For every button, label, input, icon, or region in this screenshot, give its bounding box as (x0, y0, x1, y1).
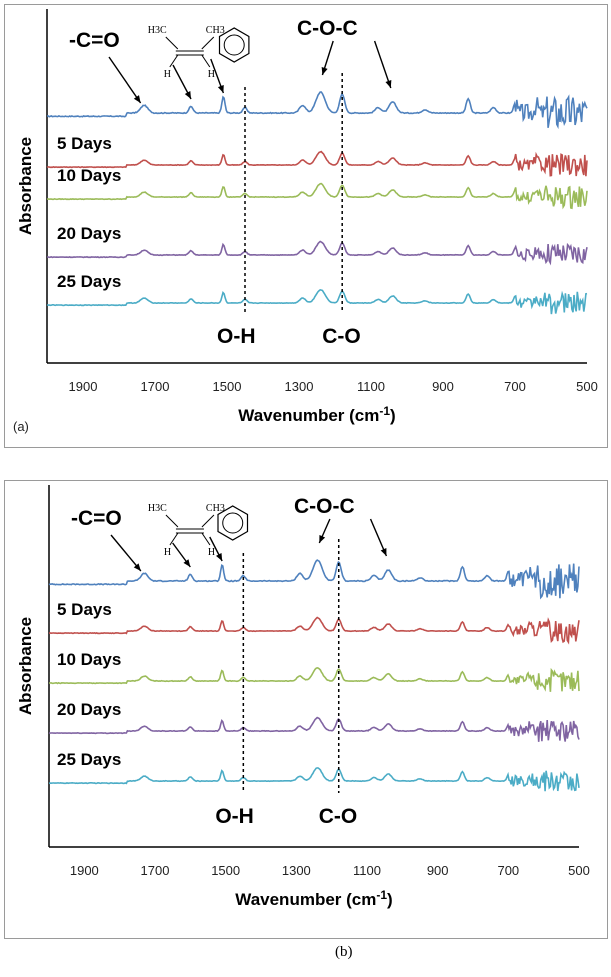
series-line (46, 91, 588, 130)
panel-caption-a: (a) (13, 419, 29, 434)
chart-b-svg: 1900 1700 1500 1300 1100 900 700 500 Absorbance W… (16, 485, 590, 909)
panel-caption-b: (b) (335, 944, 353, 960)
x-tick-label: 1500 (213, 379, 242, 394)
x-tick-label: 1900 (70, 863, 99, 878)
series-line (48, 559, 580, 600)
molecule-h-label: H (208, 547, 215, 558)
carbonyl-arrow (108, 56, 142, 104)
molecule-bond (201, 514, 215, 528)
coc-arrow-2 (373, 40, 392, 89)
molecule-ch3-label: CH3 (206, 503, 225, 514)
molecule-ch3-label: CH3 (206, 25, 225, 36)
chart-a-svg: 1900 1700 1500 1300 1100 900 700 500 Absorbance W… (13, 9, 598, 434)
carbonyl-arrow-head (133, 563, 141, 571)
coc-arrow-1-head (319, 535, 326, 543)
series-label: 10 Days (57, 166, 121, 185)
molecule-bond (165, 36, 179, 50)
benzene-ring-icon (218, 27, 250, 63)
alkene-arrow-head (183, 559, 191, 567)
molecule-h3c-label: H3C (148, 503, 167, 514)
coc-arrow-2-head (385, 80, 392, 88)
molecule-bond (169, 54, 179, 68)
carbonyl-arrow (110, 534, 142, 572)
x-tick-label: 500 (576, 379, 598, 394)
series-label: 20 Days (57, 224, 121, 243)
series-line (46, 289, 588, 315)
x-axis-label-main: Wavenumber (cm (235, 890, 376, 909)
x-axis-label-end: ) (390, 406, 396, 425)
molecule-bond (201, 36, 215, 50)
x-tick-label: 1900 (69, 379, 98, 394)
series-label: 5 Days (57, 600, 112, 619)
x-tick-label: 700 (497, 863, 519, 878)
ether-label: C-O-C (294, 495, 355, 518)
carbonyl-label: -C=O (69, 29, 120, 52)
alkene-arrow-head (184, 91, 191, 99)
molecule-bond (165, 514, 179, 528)
x-tick-label: 500 (568, 863, 590, 878)
series-line (48, 716, 580, 742)
molecule-bond (201, 54, 211, 68)
x-axis-label-sup: -1 (376, 888, 387, 902)
x-axis-label-sup: -1 (379, 404, 390, 418)
series-label: 25 Days (57, 750, 121, 769)
x-tick-label: 700 (504, 379, 526, 394)
oh-label: O-H (217, 325, 256, 348)
molecule-h-label: H (164, 547, 171, 558)
x-axis-label: Wavenumber (cm-1) (238, 404, 395, 425)
series-line (48, 616, 580, 645)
x-tick-label: 1700 (141, 379, 170, 394)
chart-panel-b: 1900 1700 1500 1300 1100 900 700 500 Absorbance W… (4, 480, 608, 939)
series-line (46, 150, 588, 177)
coc-arrow-1-head (321, 67, 328, 75)
chart-panel-a: 1900 1700 1500 1300 1100 900 700 500 Absorbance W… (4, 4, 608, 448)
x-tick-label: 900 (427, 863, 449, 878)
molecule-h3c-label: H3C (148, 25, 167, 36)
x-tick-label: 900 (432, 379, 454, 394)
molecule-bond (169, 532, 179, 546)
y-axis-label: Absorbance (16, 617, 35, 715)
x-axis-label-main: Wavenumber (cm (238, 406, 379, 425)
x-tick-label: 1500 (211, 863, 240, 878)
x-axis-label-end: ) (387, 890, 393, 909)
series-line (47, 240, 588, 266)
series-label: 25 Days (57, 272, 121, 291)
ether-label: C-O-C (297, 17, 358, 40)
x-tick-label: 1100 (353, 863, 381, 878)
x-tick-label: 1300 (282, 863, 311, 878)
series-line (49, 666, 580, 692)
co-label: C-O (322, 325, 361, 348)
benzene-ring-inner (222, 512, 244, 534)
carbonyl-label: -C=O (71, 507, 122, 530)
y-axis-label: Absorbance (16, 137, 35, 235)
aromatic-arrow-head (217, 85, 224, 93)
benzene-ring-inner (223, 34, 245, 56)
co-label: C-O (319, 805, 358, 828)
x-tick-label: 1300 (285, 379, 314, 394)
molecule-h-label: H (164, 69, 171, 80)
series-label: 5 Days (57, 134, 112, 153)
series-line (46, 182, 588, 210)
carbonyl-arrow-head (133, 95, 141, 103)
molecule-h-label: H (208, 69, 215, 80)
x-axis-label: Wavenumber (cm-1) (235, 888, 392, 909)
benzene-ring-icon (217, 505, 249, 541)
x-tick-label: 1100 (357, 379, 385, 394)
series-label: 20 Days (57, 700, 121, 719)
oh-label: O-H (215, 805, 254, 828)
aromatic-arrow-head (215, 553, 223, 561)
coc-arrow-2-head (380, 548, 387, 556)
series-label: 10 Days (57, 650, 121, 669)
molecule-bond (201, 532, 211, 546)
x-tick-label: 1700 (141, 863, 170, 878)
series-line (48, 767, 580, 792)
